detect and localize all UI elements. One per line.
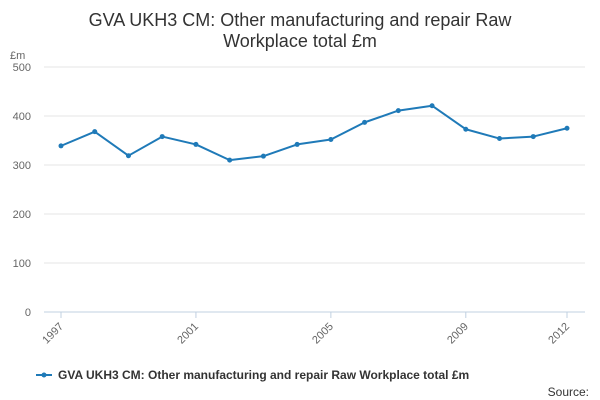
series-group xyxy=(58,103,570,163)
x-tick-label: 2009 xyxy=(445,321,471,347)
series-line xyxy=(60,104,568,162)
data-point-2001[interactable] xyxy=(193,141,199,147)
data-point-2004[interactable] xyxy=(294,141,300,147)
data-point-2007[interactable] xyxy=(395,108,401,114)
data-point-2009[interactable] xyxy=(463,126,469,132)
data-point-2008[interactable] xyxy=(429,103,435,109)
data-point-1998[interactable] xyxy=(92,129,98,135)
data-point-2000[interactable] xyxy=(159,134,165,140)
legend: GVA UKH3 CM: Other manufacturing and rep… xyxy=(36,368,469,382)
x-tick-label: 2001 xyxy=(175,321,201,347)
data-point-2006[interactable] xyxy=(362,119,368,125)
y-tick-label: 400 xyxy=(13,111,31,123)
data-point-1999[interactable] xyxy=(125,153,131,159)
gridlines xyxy=(44,66,585,264)
y-tick-label: 300 xyxy=(13,160,31,172)
chart-title-line-1: GVA UKH3 CM: Other manufacturing and rep… xyxy=(89,10,513,30)
source-credit: Source: xyxy=(548,385,589,399)
y-axis-unit-label: £m xyxy=(10,50,25,62)
data-point-2012[interactable] xyxy=(564,125,570,131)
legend-point-marker xyxy=(41,372,47,378)
data-point-2010[interactable] xyxy=(497,136,503,142)
x-tick-label: 2012 xyxy=(546,321,572,347)
data-point-2011[interactable] xyxy=(530,134,536,140)
x-tick-label: 1997 xyxy=(40,321,66,347)
data-point-2005[interactable] xyxy=(328,137,334,143)
y-tick-label: 0 xyxy=(25,307,31,319)
chart-title-line-2: Workplace total £m xyxy=(223,31,377,51)
data-point-2002[interactable] xyxy=(227,157,233,163)
y-tick-label: 500 xyxy=(13,62,31,74)
data-point-2003[interactable] xyxy=(260,153,266,159)
data-point-1997[interactable] xyxy=(58,143,64,149)
x-tick-label: 2005 xyxy=(310,321,336,347)
x-axis-ticks: 1997 2001 2005 2009 2012 xyxy=(40,312,572,346)
y-tick-label: 100 xyxy=(13,258,31,270)
y-tick-label: 200 xyxy=(13,209,31,221)
legend-label: GVA UKH3 CM: Other manufacturing and rep… xyxy=(58,368,469,382)
chart-title: GVA UKH3 CM: Other manufacturing and rep… xyxy=(89,10,513,51)
y-axis-ticks: 0 100 200 300 400 500 xyxy=(13,62,31,319)
